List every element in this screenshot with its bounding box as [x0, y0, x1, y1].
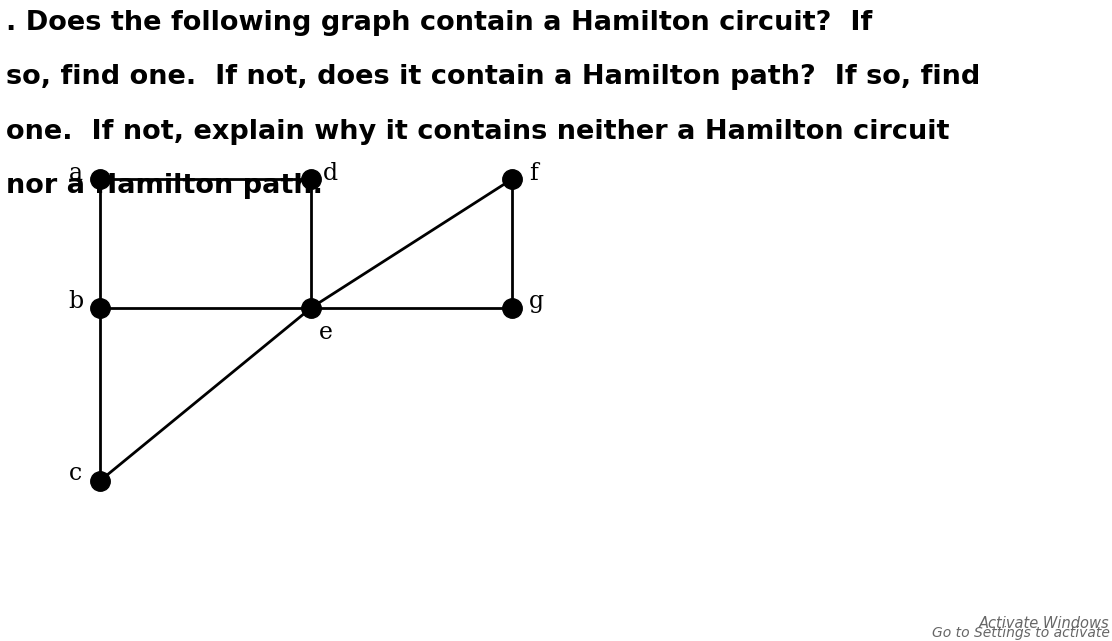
Text: . Does the following graph contain a Hamilton circuit?  If: . Does the following graph contain a Ham… [6, 10, 872, 36]
Text: c: c [69, 462, 82, 485]
Text: Activate Windows: Activate Windows [980, 617, 1110, 631]
Text: g: g [528, 290, 544, 313]
Text: one.  If not, explain why it contains neither a Hamilton circuit: one. If not, explain why it contains nei… [6, 119, 949, 145]
Text: so, find one.  If not, does it contain a Hamilton path?  If so, find: so, find one. If not, does it contain a … [6, 64, 980, 90]
Text: Go to Settings to activate: Go to Settings to activate [932, 626, 1110, 640]
Text: d: d [322, 162, 338, 185]
Text: b: b [68, 290, 83, 313]
Text: nor a Hamilton path.: nor a Hamilton path. [6, 173, 322, 199]
Text: f: f [529, 162, 538, 185]
Text: e: e [319, 320, 332, 344]
Text: a: a [69, 162, 82, 185]
